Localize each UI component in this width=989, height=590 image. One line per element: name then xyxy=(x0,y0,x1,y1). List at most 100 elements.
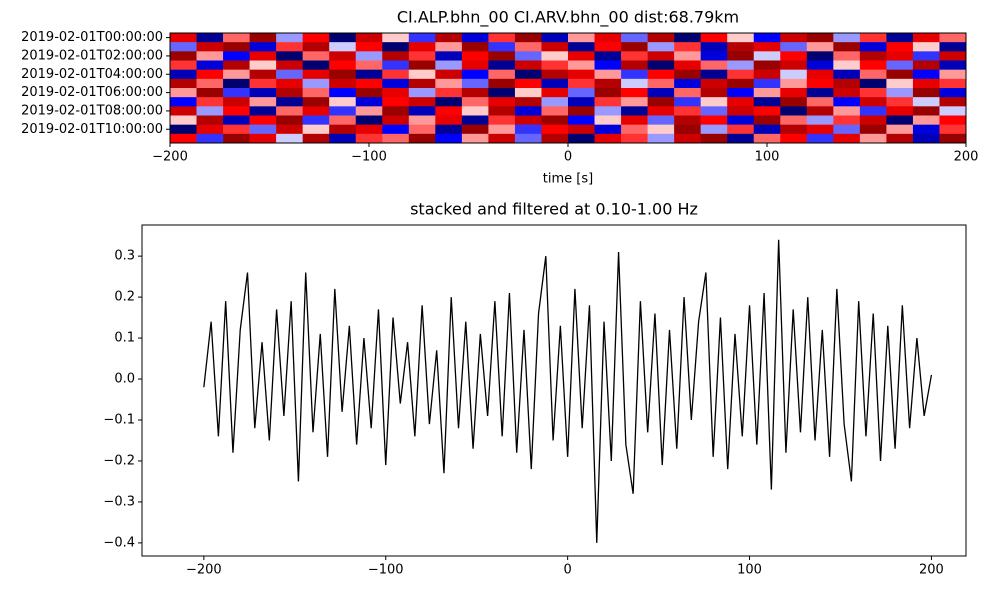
heat-cell xyxy=(886,106,914,116)
heat-cell xyxy=(302,33,330,43)
heat-cell xyxy=(382,115,410,125)
heat-cell xyxy=(249,78,277,89)
heat-cell xyxy=(753,69,781,80)
heat-cell xyxy=(435,133,463,144)
heat-cell xyxy=(461,115,489,125)
heat-cell xyxy=(727,97,755,107)
heat-cell xyxy=(541,124,569,135)
heat-cell xyxy=(329,133,357,144)
heat-cell xyxy=(700,69,728,80)
heat-cell xyxy=(833,60,861,70)
x-tick-label: −100 xyxy=(351,150,387,165)
heat-cell xyxy=(170,60,197,70)
heat-cell xyxy=(647,69,675,80)
heat-cell xyxy=(939,51,967,61)
heat-cell xyxy=(780,106,808,116)
heat-cell xyxy=(488,69,516,80)
heat-cell xyxy=(541,33,569,43)
heat-cell xyxy=(594,97,622,107)
heat-cell xyxy=(461,88,489,98)
heat-cell xyxy=(833,33,861,43)
heat-cell xyxy=(886,51,914,61)
heat-cell xyxy=(329,106,357,116)
heat-cell xyxy=(170,115,197,125)
heat-cell xyxy=(647,106,675,116)
heat-cell xyxy=(223,97,250,107)
heat-cell xyxy=(594,133,622,144)
heat-cell xyxy=(170,133,197,144)
heat-cell xyxy=(276,51,303,61)
heat-cell xyxy=(700,78,728,89)
heat-cell xyxy=(223,115,250,125)
heat-cell xyxy=(382,106,410,116)
heat-cell xyxy=(276,33,303,43)
y-tick-label: −0.3 xyxy=(103,494,135,509)
bottom-title: stacked and filtered at 0.10-1.00 Hz xyxy=(410,200,698,219)
heat-cell xyxy=(355,115,383,125)
heat-cell xyxy=(939,115,967,125)
heat-cell xyxy=(912,106,940,116)
heat-cell xyxy=(461,124,489,135)
heat-cell xyxy=(886,60,914,70)
heat-cell xyxy=(249,133,277,144)
heat-cell xyxy=(647,88,675,98)
heat-cell xyxy=(674,33,701,43)
heat-cell xyxy=(488,33,516,43)
heat-cell xyxy=(621,42,648,52)
heat-cell xyxy=(196,97,224,107)
heat-cell xyxy=(753,97,781,107)
heat-cell xyxy=(196,106,224,116)
x-tick-label: 200 xyxy=(919,563,944,578)
heat-cell xyxy=(435,51,463,61)
heat-cell xyxy=(594,51,622,61)
heat-cell xyxy=(700,60,728,70)
heat-cell xyxy=(382,97,410,107)
heat-cell xyxy=(514,97,542,107)
heat-cell xyxy=(568,88,595,98)
heat-cell xyxy=(780,97,808,107)
heat-cell xyxy=(329,42,357,52)
heat-cell xyxy=(302,42,330,52)
heat-cell xyxy=(594,88,622,98)
heat-cell xyxy=(674,42,701,52)
heat-cell xyxy=(276,69,303,80)
heat-cell xyxy=(780,69,808,80)
heat-cell xyxy=(674,69,701,80)
heat-cell xyxy=(780,133,808,144)
axes-frame xyxy=(141,224,967,557)
heat-cell xyxy=(753,133,781,144)
heat-cell xyxy=(568,78,595,89)
heat-cell xyxy=(488,60,516,70)
heat-cell xyxy=(674,60,701,70)
heat-cell xyxy=(859,133,887,144)
heat-cell xyxy=(461,133,489,144)
heat-cell xyxy=(329,33,357,43)
heat-cell xyxy=(700,115,728,125)
heat-cell xyxy=(249,60,277,70)
heat-cell xyxy=(382,42,410,52)
heat-cell xyxy=(488,124,516,135)
heat-cell xyxy=(223,133,250,144)
heat-cell xyxy=(276,115,303,125)
x-tick-label: −200 xyxy=(152,150,188,165)
heat-cell xyxy=(912,51,940,61)
heat-cell xyxy=(249,88,277,98)
heat-cell xyxy=(408,97,436,107)
heat-cell xyxy=(674,97,701,107)
heat-cell xyxy=(833,106,861,116)
heat-cell xyxy=(727,106,755,116)
heat-cell xyxy=(568,106,595,116)
y-tick-label: 2019-02-01T02:00:00 xyxy=(21,48,163,63)
heat-cell xyxy=(461,78,489,89)
heat-cell xyxy=(488,42,516,52)
heat-cell xyxy=(382,88,410,98)
heat-cell xyxy=(302,51,330,61)
heat-cell xyxy=(541,78,569,89)
heat-cell xyxy=(833,133,861,144)
heat-cell xyxy=(382,78,410,89)
heat-cell xyxy=(276,42,303,52)
heat-cell xyxy=(170,124,197,135)
heat-cell xyxy=(568,33,595,43)
heat-cell xyxy=(780,124,808,135)
heat-cell xyxy=(223,60,250,70)
